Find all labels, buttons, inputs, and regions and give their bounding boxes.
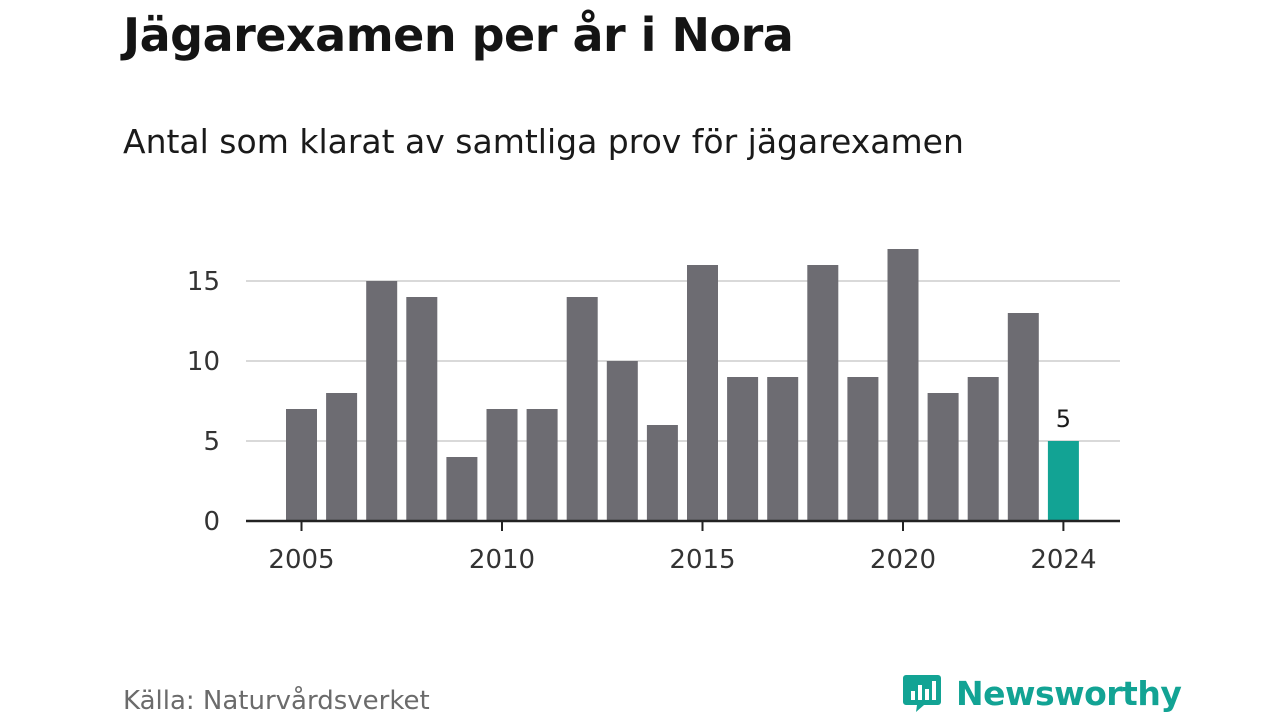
bar-2009 bbox=[446, 457, 478, 521]
x-tick-label: 2024 bbox=[1030, 545, 1096, 575]
x-tick-label: 2020 bbox=[870, 545, 936, 575]
bar-chart: 5 0 5 10 15 2005 2010 2015 2020 2024 bbox=[187, 249, 1120, 575]
y-tick-label: 15 bbox=[187, 267, 220, 297]
chart-title: Jägarexamen per år i Nora bbox=[123, 8, 794, 62]
bar-2006 bbox=[326, 393, 358, 521]
bar-2005 bbox=[286, 409, 317, 521]
bar-2023 bbox=[1007, 313, 1039, 521]
bar-2007 bbox=[366, 281, 398, 521]
chart-subtitle: Antal som klarat av samtliga prov för jä… bbox=[123, 122, 964, 161]
bar-2008 bbox=[406, 297, 438, 521]
y-tick-label: 10 bbox=[187, 347, 220, 377]
axes: 0 5 10 15 2005 2010 2015 2020 2024 bbox=[187, 267, 1120, 575]
bar-2011 bbox=[526, 409, 558, 521]
bar-2022 bbox=[967, 377, 999, 521]
x-tick-label: 2015 bbox=[669, 545, 735, 575]
bar-2021 bbox=[927, 393, 959, 521]
bar-2012 bbox=[566, 297, 598, 521]
bars: 5 bbox=[286, 249, 1079, 521]
y-tick-label: 0 bbox=[203, 507, 220, 537]
y-tick-label: 5 bbox=[203, 427, 220, 457]
bar-chart-speech-bubble-icon bbox=[903, 675, 941, 712]
brand-name: Newsworthy bbox=[956, 673, 1182, 713]
bar-2019 bbox=[847, 377, 879, 521]
data-label-2024: 5 bbox=[1056, 405, 1071, 433]
bar-2015 bbox=[687, 265, 718, 521]
bar-2017 bbox=[767, 377, 799, 521]
x-tick-label: 2005 bbox=[268, 545, 334, 575]
x-tick-label: 2010 bbox=[469, 545, 535, 575]
newsworthy-logo[interactable]: Newsworthy bbox=[902, 668, 1182, 718]
bar-2018 bbox=[807, 265, 839, 521]
bar-2024 bbox=[1047, 441, 1079, 521]
source-note: Källa: Naturvårdsverket bbox=[123, 686, 430, 716]
bar-2016 bbox=[727, 377, 759, 521]
bar-2020 bbox=[887, 249, 919, 521]
bar-2014 bbox=[646, 425, 678, 521]
bar-2010 bbox=[486, 409, 518, 521]
bar-2013 bbox=[606, 361, 638, 521]
